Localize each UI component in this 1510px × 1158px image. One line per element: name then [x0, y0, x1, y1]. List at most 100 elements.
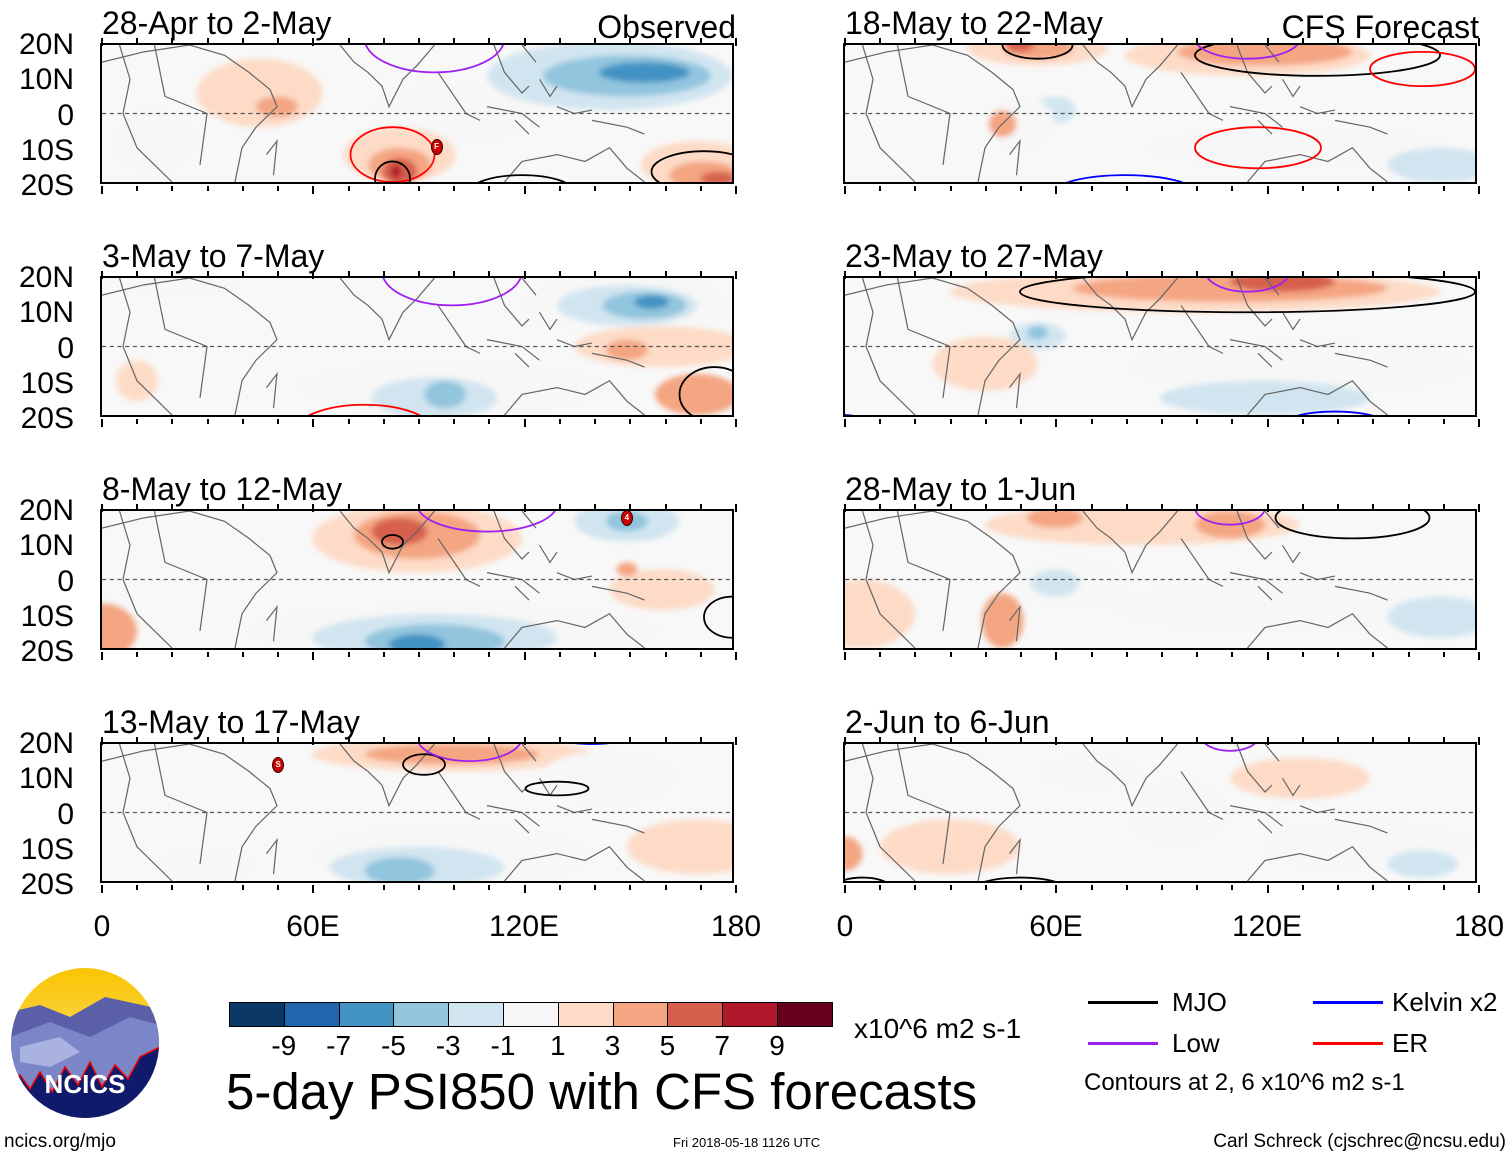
- axis-tick: [1478, 186, 1480, 194]
- axis-tick: [523, 419, 526, 427]
- axis-tick: [699, 737, 702, 742]
- axis-tick: [594, 271, 597, 276]
- axis-tick: [699, 885, 702, 890]
- axis-tick: [1055, 885, 1058, 893]
- axis-tick: [523, 38, 526, 46]
- contour-mjo: [1195, 45, 1440, 76]
- axis-tick: [1372, 419, 1375, 424]
- lat-label: 10N: [18, 296, 74, 330]
- axis-tick: [488, 885, 491, 890]
- axis-tick: [1055, 186, 1058, 194]
- axis-tick: [347, 504, 350, 509]
- lat-label: 20S: [20, 868, 74, 901]
- map-panel: [100, 276, 734, 417]
- axis-tick: [1266, 186, 1269, 194]
- anomaly-region: [112, 106, 197, 176]
- axis-tick: [949, 504, 952, 509]
- axis-tick: [949, 885, 952, 890]
- axis-tick: [949, 419, 952, 424]
- tropical-cyclone-icon: S: [272, 757, 285, 774]
- axis-tick: [1407, 652, 1410, 657]
- axis-tick: [844, 419, 846, 427]
- axis-tick: [558, 271, 561, 276]
- contour-mjo: [652, 151, 733, 182]
- axis-tick: [1161, 652, 1163, 657]
- axis-tick: [1478, 737, 1480, 745]
- axis-tick: [312, 652, 315, 660]
- axis-tick: [1266, 504, 1269, 512]
- axis-tick: [382, 885, 385, 890]
- tropical-cyclone-icon: F: [430, 139, 443, 156]
- axis-tick: [453, 885, 456, 890]
- colorbar-label: -9: [271, 1030, 297, 1061]
- axis-tick: [1231, 737, 1234, 742]
- axis-tick: [1337, 38, 1340, 43]
- anomaly-region: [390, 164, 402, 179]
- axis-tick: [241, 186, 244, 191]
- axis-tick: [735, 504, 737, 512]
- axis-tick: [629, 271, 632, 276]
- axis-tick: [312, 885, 315, 893]
- axis-tick: [1196, 885, 1199, 890]
- axis-tick: [1055, 504, 1058, 512]
- axis-tick: [629, 737, 632, 742]
- axis-tick: [1407, 737, 1410, 742]
- anomaly-region: [1030, 569, 1080, 597]
- axis-tick: [735, 737, 737, 745]
- contour-mjo: [470, 175, 575, 182]
- contour-low: [1195, 45, 1300, 59]
- axis-tick: [879, 885, 882, 890]
- axis-tick: [206, 737, 209, 742]
- axis-tick: [277, 38, 280, 43]
- axis-tick: [664, 652, 667, 657]
- panel-source-tag: CFS Forecast: [1281, 9, 1479, 45]
- axis-tick: [277, 737, 280, 742]
- axis-tick: [664, 271, 667, 276]
- axis-tick: [1372, 38, 1375, 43]
- axis-tick: [1266, 652, 1269, 660]
- lon-label: 60E: [286, 910, 340, 943]
- colorbar-swatch: [283, 1002, 340, 1027]
- axis-tick: [382, 652, 385, 657]
- axis-tick: [1231, 186, 1234, 191]
- axis-tick: [277, 271, 280, 276]
- axis-tick: [1301, 186, 1304, 191]
- axis-tick: [1020, 271, 1023, 276]
- axis-tick: [206, 38, 209, 43]
- axis-tick: [1478, 38, 1480, 46]
- contour-kelvin: [1283, 412, 1388, 415]
- axis-tick: [101, 737, 103, 745]
- axis-tick: [206, 271, 209, 276]
- axis-tick: [136, 652, 139, 657]
- colorbar-label: -5: [380, 1030, 406, 1061]
- axis-tick: [382, 271, 385, 276]
- axis-tick: [629, 504, 632, 509]
- lat-label: 0: [57, 797, 74, 831]
- lat-label: 0: [57, 564, 74, 598]
- anomaly-region: [371, 517, 428, 546]
- legend-label-mjo: MJO: [1172, 987, 1227, 1017]
- axis-tick: [984, 186, 987, 191]
- axis-tick: [558, 38, 561, 43]
- contour-mjo: [1003, 45, 1073, 59]
- axis-tick: [277, 652, 280, 657]
- map-panel: S: [100, 742, 734, 883]
- axis-tick: [1407, 38, 1410, 43]
- axis-tick: [241, 652, 244, 657]
- axis-tick: [1231, 504, 1234, 509]
- contour-mjo: [971, 878, 1069, 881]
- contour-mjo: [403, 754, 445, 775]
- contour-mjo: [375, 161, 410, 182]
- axis-tick: [1372, 885, 1375, 890]
- axis-tick: [1337, 885, 1340, 890]
- axis-tick: [1090, 504, 1093, 509]
- anomaly-region: [102, 603, 137, 648]
- axis-tick: [453, 652, 456, 657]
- panel-title: 28-Apr to 2-May: [102, 5, 332, 41]
- axis-tick: [984, 652, 987, 657]
- axis-tick: [914, 271, 917, 276]
- anomaly-region: [634, 295, 669, 309]
- axis-tick: [1442, 504, 1445, 509]
- footer-url[interactable]: ncics.org/mjo: [4, 1131, 116, 1152]
- axis-tick: [1266, 737, 1269, 745]
